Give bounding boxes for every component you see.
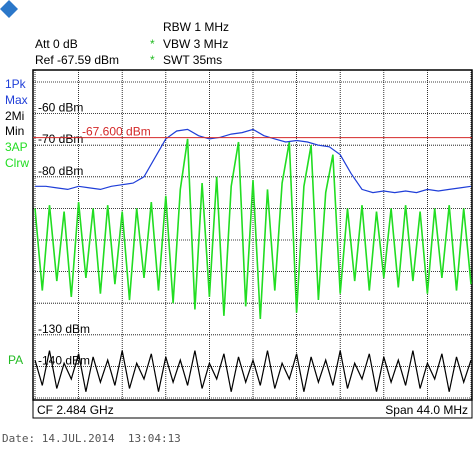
plot: -60 dBm-70 dBm-80 dBm-130 dBm-140 dBm-67… [33, 70, 472, 400]
trace-label: 2Mi [5, 109, 24, 123]
rbw: RBW 1 MHz [163, 20, 229, 34]
att: Att 0 dB [35, 37, 78, 51]
y-tick-label: -80 dBm [38, 164, 83, 178]
center-frequency: CF 2.484 GHz [37, 403, 114, 417]
vbw-flag: * [150, 37, 155, 51]
vbw: VBW 3 MHz [163, 37, 228, 51]
trace [34, 138, 472, 320]
swt: SWT 35ms [163, 53, 222, 67]
span: Span 44.0 MHz [385, 403, 468, 417]
y-tick-label: -130 dBm [38, 322, 90, 336]
date: Date: 14.JUL.2014 13:04:13 [2, 432, 181, 445]
trace-label: 3AP [5, 140, 28, 154]
trace [35, 128, 472, 194]
y-tick-label: -60 dBm [38, 101, 83, 115]
trace-label: 1Pk [5, 77, 27, 91]
ref-level: Ref -67.59 dBm [35, 53, 119, 67]
pa-label: PA [8, 353, 23, 367]
trace-label: Clrw [5, 156, 29, 170]
reference-label: -67.600 dBm [82, 125, 151, 139]
logo [0, 0, 18, 18]
swt-flag: * [150, 53, 155, 67]
trace-label: Min [5, 124, 24, 138]
trace [34, 350, 472, 392]
trace-label: Max [5, 93, 28, 107]
y-tick-label: -70 dBm [38, 132, 83, 146]
footer-bar [32, 399, 473, 419]
